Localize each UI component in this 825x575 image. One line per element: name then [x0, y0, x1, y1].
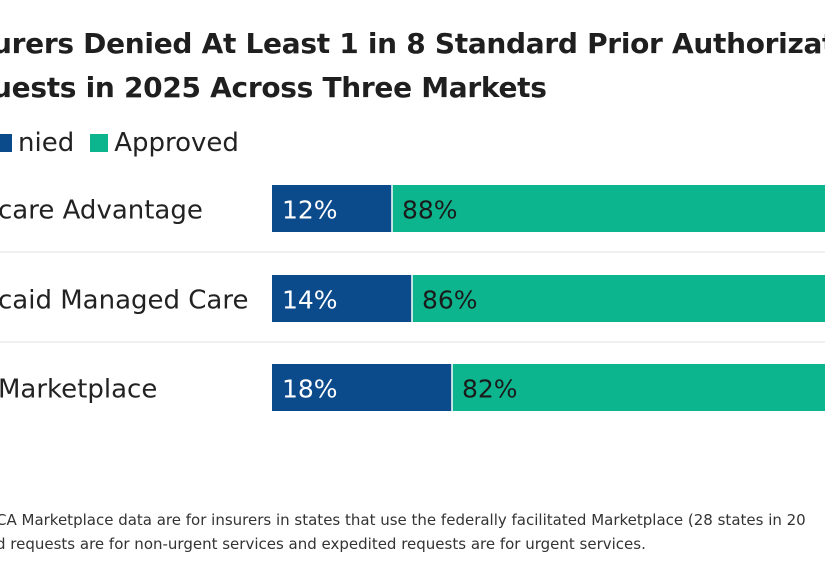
category-label: caid Managed Care — [0, 286, 248, 316]
legend-label-denied: nied — [18, 128, 75, 158]
category-label: care Advantage — [0, 196, 203, 226]
chart-title-line-1: urers Denied At Least 1 in 8 Standard Pr… — [0, 27, 825, 60]
bar-segment-approved — [392, 185, 825, 232]
data-label: 86% — [422, 286, 478, 315]
legend-label-approved: Approved — [114, 128, 239, 158]
bar-segment-denied — [272, 185, 392, 232]
bar-segment-approved — [412, 275, 825, 322]
data-label: 12% — [282, 196, 338, 225]
legend-swatch-denied — [0, 134, 12, 152]
data-label: 18% — [282, 375, 338, 404]
data-label: 14% — [282, 286, 338, 315]
data-label: 82% — [462, 375, 518, 404]
data-label: 88% — [402, 196, 458, 225]
chart-title-line-2: uests in 2025 Across Three Markets — [0, 71, 547, 104]
legend-swatch-approved — [90, 134, 109, 152]
bar-segment-denied — [272, 364, 452, 411]
chart-title: urers Denied At Least 1 in 8 Standard Pr… — [0, 22, 825, 110]
note-line-2: d requests are for non-urgent services a… — [0, 535, 646, 553]
legend-item-denied: nied — [0, 128, 74, 158]
legend-item-approved: Approved — [90, 128, 239, 158]
category-label: Marketplace — [0, 375, 157, 405]
stacked-bar-chart: care Advantage 12% 88% caid Managed Care 14%… — [0, 185, 825, 411]
chart-note: CA Marketplace data are for insurers in … — [0, 508, 825, 556]
legend: nied Approved — [0, 128, 255, 158]
bar-segment-denied — [272, 275, 412, 322]
bar-segment-approved — [452, 364, 825, 411]
note-line-1: CA Marketplace data are for insurers in … — [0, 511, 806, 529]
